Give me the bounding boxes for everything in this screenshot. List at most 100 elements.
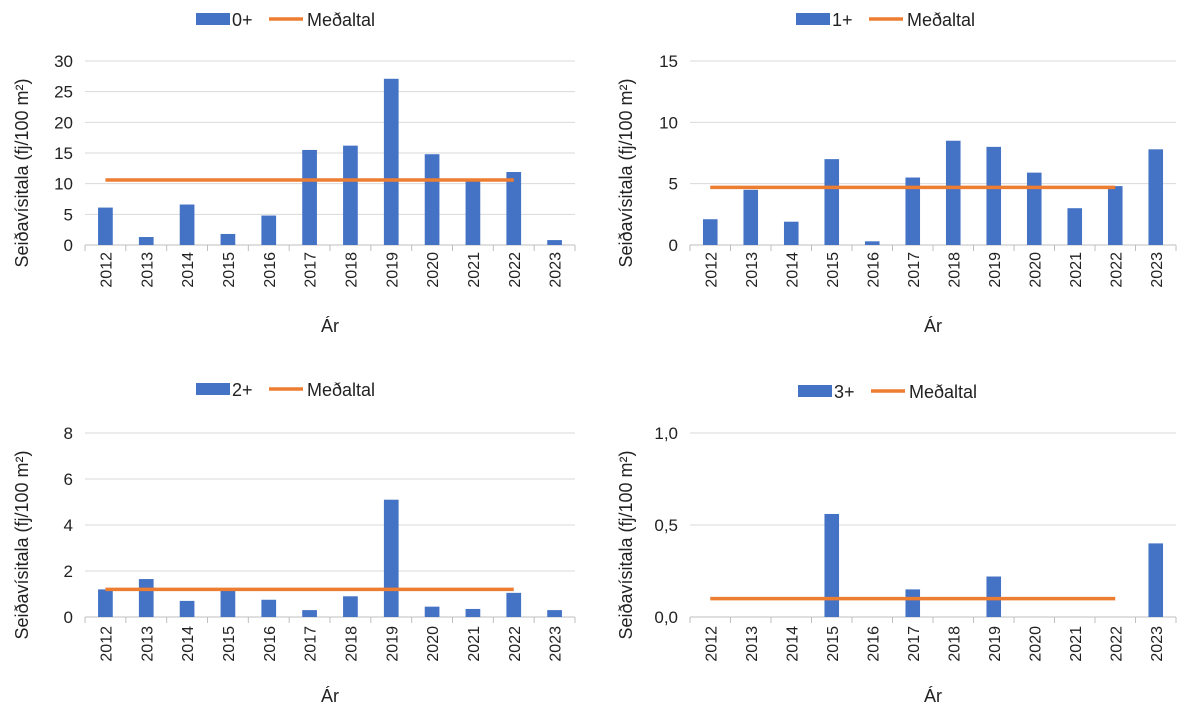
bar-2017 (302, 610, 317, 617)
y-tick-label: 2 (64, 562, 73, 581)
legend-line-label: Meðaltal (907, 10, 975, 30)
y-tick-label: 6 (64, 470, 73, 489)
x-axis-label: Ár (321, 316, 339, 336)
x-tick-label: 2018 (343, 626, 360, 662)
y-axis-label: Seiðavísitala (fj/100 m²) (12, 78, 32, 267)
legend-bar-swatch (796, 13, 830, 25)
bar-2022 (1107, 186, 1123, 245)
bar-2014 (783, 221, 799, 245)
y-tick-label: 10 (659, 113, 678, 132)
bar-2015 (824, 513, 840, 617)
legend-line-label: Meðaltal (909, 382, 977, 402)
legend-line-label: Meðaltal (307, 10, 375, 30)
y-axis-label: Seiðavísitala (fj/100 m²) (12, 450, 32, 639)
bar-2023 (1148, 543, 1164, 617)
x-tick-label: 2014 (180, 252, 197, 288)
bar-2015 (824, 159, 840, 245)
bar-2023 (1148, 149, 1164, 245)
x-tick-label: 2019 (987, 626, 1004, 662)
bar-2012 (98, 207, 113, 245)
x-tick-label: 2021 (1068, 252, 1085, 288)
x-tick-label: 2016 (262, 626, 279, 662)
x-tick-label: 2020 (1027, 626, 1044, 662)
bar-2020 (1026, 172, 1042, 245)
chart-3plus: 0,0 0,5 1,0 2012 2013 2014 2015 2016 2017 2018 201… (616, 382, 1177, 706)
y-tick-label: 25 (54, 83, 73, 102)
bar-2017 (302, 149, 317, 245)
x-tick-label: 2018 (946, 626, 963, 662)
bar-2019 (986, 146, 1002, 245)
legend-bar-label: 1+ (832, 10, 853, 30)
y-axis-label: Seiðavísitala (fj/100 m²) (616, 78, 636, 267)
y-tick-label: 0 (64, 236, 73, 255)
legend-line-label: Meðaltal (307, 380, 375, 400)
x-tick-label: 2019 (987, 252, 1004, 288)
bar-2015 (220, 233, 236, 245)
x-axis-label: Ár (924, 686, 942, 706)
bar-2018 (945, 140, 961, 245)
bar-2019 (986, 576, 1002, 617)
legend: 3+ Meðaltal (798, 382, 977, 402)
bar-2016 (261, 599, 277, 617)
bar-2016 (261, 215, 277, 245)
chart-2plus: 0 2 4 6 8 2012 2013 2014 2015 2016 2017 2018 2019 202… (12, 380, 576, 706)
y-tick-label: 5 (64, 205, 73, 224)
legend-bar-label: 3+ (834, 382, 855, 402)
x-tick-label: 2023 (548, 626, 565, 662)
x-tick-label: 2022 (1108, 252, 1125, 288)
bar-2019 (383, 78, 399, 245)
bar-2015 (220, 589, 236, 617)
chart-0plus: 0 5 10 15 20 25 30 2012 2013 2014 2015 2016 2017 2018… (12, 10, 576, 336)
legend-bar-swatch (798, 385, 832, 397)
x-tick-label: 2015 (221, 626, 238, 662)
bar-2013 (138, 579, 154, 617)
bar-2017 (905, 589, 921, 617)
y-tick-label: 30 (54, 52, 73, 71)
x-tick-label: 2012 (703, 252, 720, 288)
y-tick-label: 8 (64, 424, 73, 443)
x-tick-label: 2014 (180, 626, 197, 662)
x-tick-label: 2022 (507, 626, 524, 662)
bar-2021 (465, 608, 481, 617)
x-tick-label: 2015 (825, 626, 842, 662)
y-tick-label: 0 (64, 608, 73, 627)
x-tick-label: 2013 (139, 626, 156, 662)
bar-2022 (506, 592, 522, 617)
x-tick-label: 2019 (384, 626, 401, 662)
x-tick-label: 2023 (1149, 626, 1166, 662)
y-tick-label: 1,0 (654, 424, 678, 443)
bar-2014 (179, 204, 195, 245)
x-tick-label: 2012 (703, 626, 720, 662)
bar-2018 (343, 596, 358, 617)
x-tick-label: 2014 (784, 252, 801, 288)
bar-2021 (1067, 208, 1083, 245)
y-tick-label: 15 (659, 52, 678, 71)
legend-bar-swatch (196, 13, 230, 25)
bar-2021 (465, 180, 481, 245)
y-axis-label: Seiðavísitala (fj/100 m²) (616, 450, 636, 639)
x-tick-label: 2012 (98, 252, 115, 288)
y-tick-label: 0,5 (654, 516, 678, 535)
y-tick-label: 20 (54, 113, 73, 132)
bar-2014 (179, 600, 195, 617)
legend: 1+ Meðaltal (796, 10, 975, 30)
x-tick-label: 2016 (865, 626, 882, 662)
x-tick-label: 2019 (384, 252, 401, 288)
bar-2013 (743, 189, 759, 245)
x-tick-label: 2013 (744, 626, 761, 662)
x-tick-label: 2013 (139, 252, 156, 288)
x-tick-label: 2015 (825, 252, 842, 288)
bar-2016 (864, 241, 880, 245)
x-tick-label: 2016 (865, 252, 882, 288)
bar-2012 (98, 589, 113, 617)
x-tick-label: 2017 (303, 252, 320, 288)
bar-2013 (138, 237, 154, 245)
legend: 0+ Meðaltal (196, 10, 375, 30)
x-tick-label: 2014 (784, 626, 801, 662)
bar-2017 (905, 177, 921, 245)
x-tick-label: 2012 (98, 626, 115, 662)
x-tick-label: 2018 (946, 252, 963, 288)
x-tick-label: 2022 (507, 252, 524, 288)
legend-bar-swatch (196, 383, 230, 395)
